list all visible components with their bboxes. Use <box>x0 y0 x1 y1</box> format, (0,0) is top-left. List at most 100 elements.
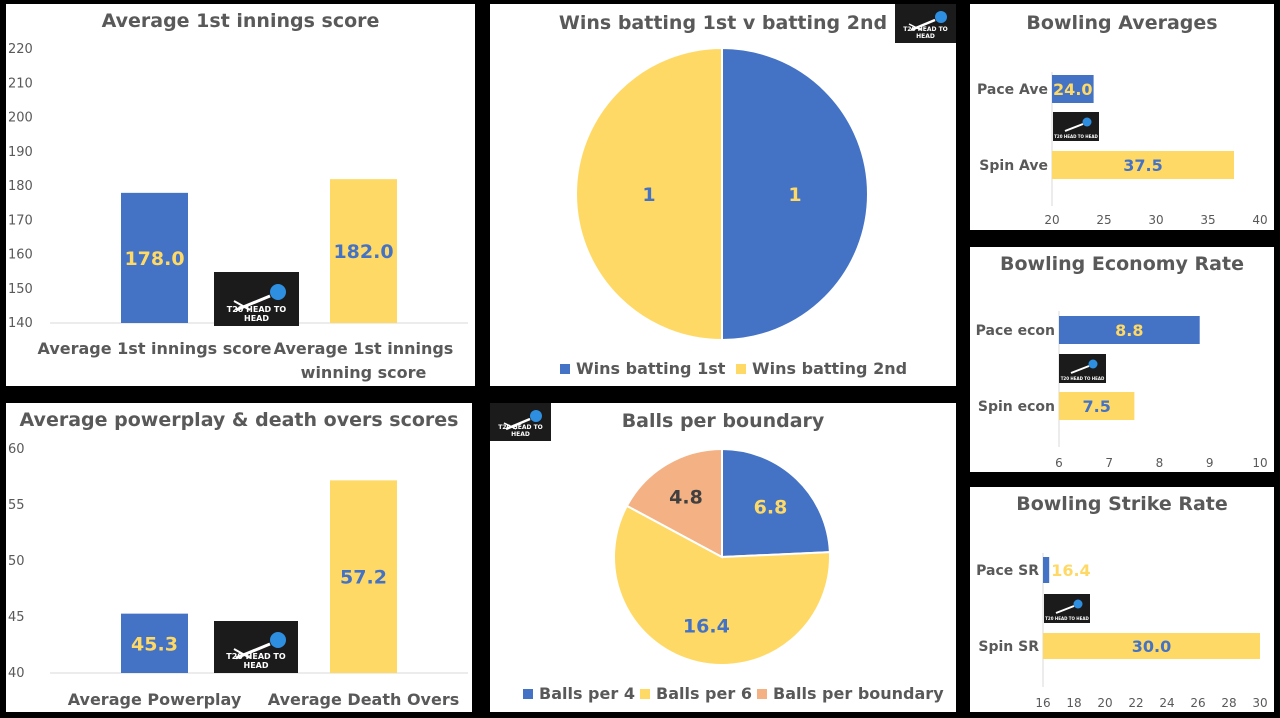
category-label: Pace Ave <box>977 82 1048 98</box>
y-tick-label: 200 <box>8 111 33 126</box>
y-tick-label: 55 <box>8 498 25 513</box>
ball-trail-icon <box>1064 117 1092 132</box>
chart-strike-rate: 16 18 20 22 24 26 28 30 16.4 Pace SR 30.0 Spin SR <box>976 553 1268 710</box>
chart-panel-strike-rate: Bowling Strike Rate 16 18 20 22 24 26 28 30 16.4… <box>970 487 1274 712</box>
data-label: 182.0 <box>333 241 393 263</box>
y-tick-label: 180 <box>8 179 33 194</box>
legend-swatch <box>757 689 767 699</box>
chart-panel-wins: Wins batting 1st v batting 2nd 1 1 Wins ba… <box>490 4 956 386</box>
x-tick-label: 30 <box>1148 213 1163 227</box>
logo-text: T20 HEAD TO HEAD <box>226 305 287 323</box>
legend-label: Balls per boundary <box>773 684 944 703</box>
y-tick-label: 220 <box>8 42 33 57</box>
chart-bowling-averages: 20 25 30 35 40 24.0 Pace Ave 37.5 Spin Ave <box>977 72 1268 227</box>
data-label: 30.0 <box>1132 637 1171 656</box>
ball-trail-icon <box>233 632 286 660</box>
logo-text: T20 HEAD TO HEAD <box>1060 376 1105 381</box>
legend-swatch <box>736 364 746 374</box>
data-label: 57.2 <box>340 567 387 589</box>
x-tick-label: 9 <box>1206 456 1214 470</box>
legend-label: Balls per 4 <box>539 684 635 703</box>
x-tick-label: 24 <box>1159 696 1174 710</box>
logo-text: T20 HEAD TO HEAD <box>226 652 286 670</box>
x-tick-label: 35 <box>1200 213 1215 227</box>
category-label: Pace SR <box>976 563 1039 579</box>
x-tick-label: 28 <box>1221 696 1236 710</box>
data-label: 16.4 <box>683 615 730 637</box>
data-label: 178.0 <box>124 248 184 270</box>
legend-label: Wins batting 2nd <box>752 359 907 378</box>
bar <box>1052 75 1094 103</box>
x-tick-label: 8 <box>1156 456 1164 470</box>
data-label: 45.3 <box>131 633 178 655</box>
bar <box>121 613 188 673</box>
y-tick-label: 160 <box>8 248 33 263</box>
chart-panel-bowling-averages: Bowling Averages 20 25 30 35 40 24.0 Pace Ave 3… <box>970 4 1274 230</box>
logo-watermark: T20 HEAD TO HEAD <box>214 621 298 673</box>
category-label: Pace econ <box>976 323 1055 339</box>
chart-economy: 6 7 8 9 10 8.8 Pace econ 7.5 Spin econ <box>976 311 1268 470</box>
category-label: Spin econ <box>978 399 1055 415</box>
chart-title: Balls per boundary <box>621 410 825 432</box>
chart-powerplay-death: 40 45 50 55 60 45.3 Average Powerplay 57.2 Avera… <box>8 442 468 709</box>
chart-title: Average 1st innings score <box>101 10 380 32</box>
category-label: Average 1st innings winning score <box>274 339 454 382</box>
category-label: Average 1st innings score <box>38 339 272 358</box>
y-tick-label: 190 <box>8 145 33 160</box>
y-tick-label: 210 <box>8 76 33 91</box>
pie-slice <box>613 504 831 666</box>
logo-text: T20 HEAD TO HEAD <box>1045 616 1089 621</box>
ball-trail-icon <box>908 11 947 32</box>
data-label: 7.5 <box>1083 397 1111 416</box>
bar <box>330 480 397 673</box>
bar <box>121 192 188 323</box>
bar <box>1052 151 1234 179</box>
y-tick-label: 150 <box>8 282 33 297</box>
bar <box>330 179 397 323</box>
logo-watermark: T20 HEAD TO HEAD <box>214 272 299 326</box>
x-tick-label: 7 <box>1105 456 1113 470</box>
ball-trail-icon <box>233 284 286 312</box>
pie-slice <box>721 46 869 342</box>
data-label: 4.8 <box>669 487 703 509</box>
x-tick-label: 16 <box>1035 696 1050 710</box>
logo-text: T20 HEAD TO HEAD <box>1054 134 1098 139</box>
x-tick-label: 40 <box>1252 213 1267 227</box>
chart-balls-per-boundary: 6.8 16.4 4.8 Balls per 4 Balls per 6 Balls pe… <box>523 447 944 703</box>
chart-title: Average powerplay & death overs scores <box>19 409 459 431</box>
category-label: Spin Ave <box>979 158 1048 174</box>
y-tick-label: 50 <box>8 554 25 569</box>
legend-swatch <box>523 689 533 699</box>
x-tick-label: 25 <box>1096 213 1111 227</box>
category-label: Average Death Overs <box>268 690 460 709</box>
logo-text: T20 HEAD TO HEAD <box>498 424 543 438</box>
legend-swatch <box>560 364 570 374</box>
chart-title: Bowling Economy Rate <box>1000 253 1244 275</box>
logo-watermark: T20 HEAD TO HEAD <box>1044 594 1090 623</box>
legend-swatch <box>640 689 650 699</box>
pie-slice <box>575 46 723 342</box>
bar <box>1059 392 1135 420</box>
chart-title: Bowling Strike Rate <box>1016 493 1228 515</box>
legend-label: Wins batting 1st <box>576 359 726 378</box>
chart-first-innings: 140 150 160 170 180 190 200 210 220 178.0 Average … <box>8 42 468 382</box>
data-label: 6.8 <box>754 496 788 518</box>
category-label: Average Powerplay <box>68 690 242 709</box>
logo-watermark: T20 HEAD TO HEAD <box>1053 112 1099 141</box>
bar <box>1043 633 1260 659</box>
chart-panel-first-innings: Average 1st innings score 140 150 160 170 18… <box>6 4 475 386</box>
data-label: 8.8 <box>1115 321 1143 340</box>
bar <box>1043 557 1050 583</box>
y-tick-label: 60 <box>8 442 25 457</box>
ball-trail-icon <box>503 410 542 431</box>
chart-panel-economy: Bowling Economy Rate 6 7 8 9 10 8.8 Pace econ 7… <box>970 247 1274 472</box>
pie-slice <box>625 447 723 559</box>
legend-label: Balls per 6 <box>656 684 752 703</box>
y-tick-label: 140 <box>8 316 33 331</box>
ball-trail-icon <box>1055 599 1083 614</box>
data-label: 1 <box>788 184 801 206</box>
x-tick-label: 30 <box>1252 696 1267 710</box>
pie-slice <box>721 447 831 559</box>
x-tick-label: 6 <box>1055 456 1063 470</box>
data-label: 1 <box>642 184 655 206</box>
